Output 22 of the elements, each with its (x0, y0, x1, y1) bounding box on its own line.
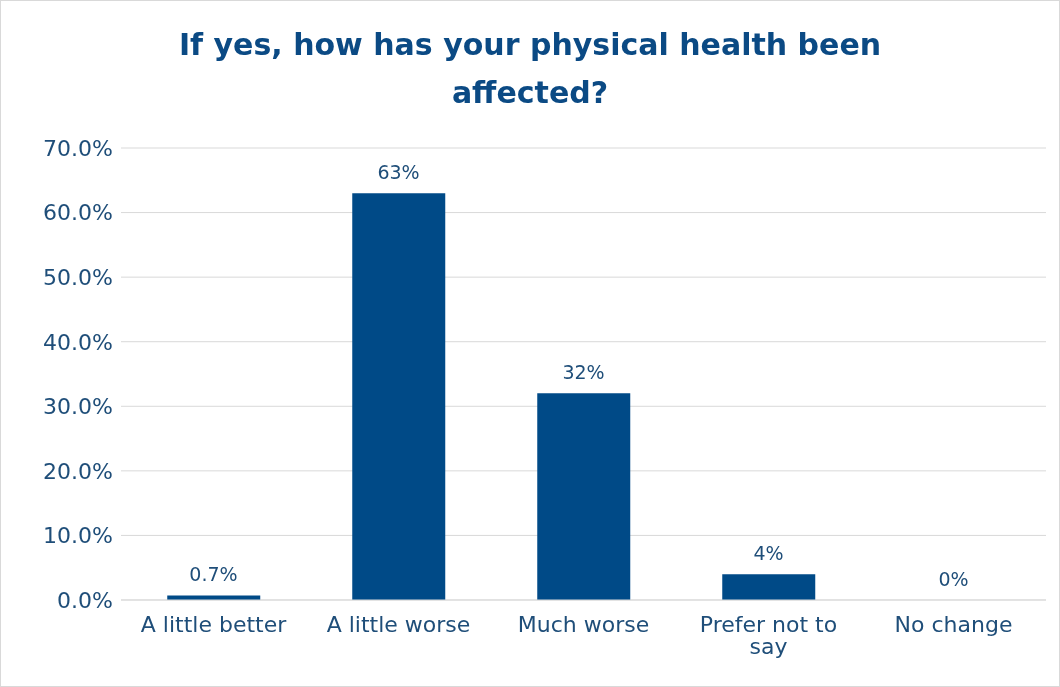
x-tick-label: No change (894, 611, 1013, 637)
bar (722, 574, 816, 600)
y-tick-label: 50.0% (43, 264, 113, 290)
chart-title: If yes, how has your physical health been affected? (177, 26, 883, 112)
y-tick-label: 20.0% (43, 458, 113, 484)
x-tick-label: A little better (140, 611, 288, 637)
y-tick-label: 60.0% (43, 200, 113, 226)
x-tick-label: A little worse (326, 611, 471, 637)
x-tick-label: Prefer not to say (699, 611, 838, 659)
y-tick-label: 10.0% (43, 523, 113, 549)
data-label: 0% (938, 568, 969, 590)
bar (352, 193, 446, 600)
x-tick-label: Much worse (517, 611, 650, 637)
y-tick-label: 70.0% (43, 135, 113, 161)
data-label: 32% (562, 361, 605, 384)
bar (537, 393, 631, 600)
y-tick-label: 0.0% (57, 587, 113, 613)
y-tick-label: 40.0% (43, 329, 113, 355)
data-label: 0.7% (189, 563, 238, 586)
data-label: 4% (753, 542, 784, 565)
y-tick-label: 30.0% (43, 394, 113, 420)
data-label: 63% (377, 161, 420, 184)
